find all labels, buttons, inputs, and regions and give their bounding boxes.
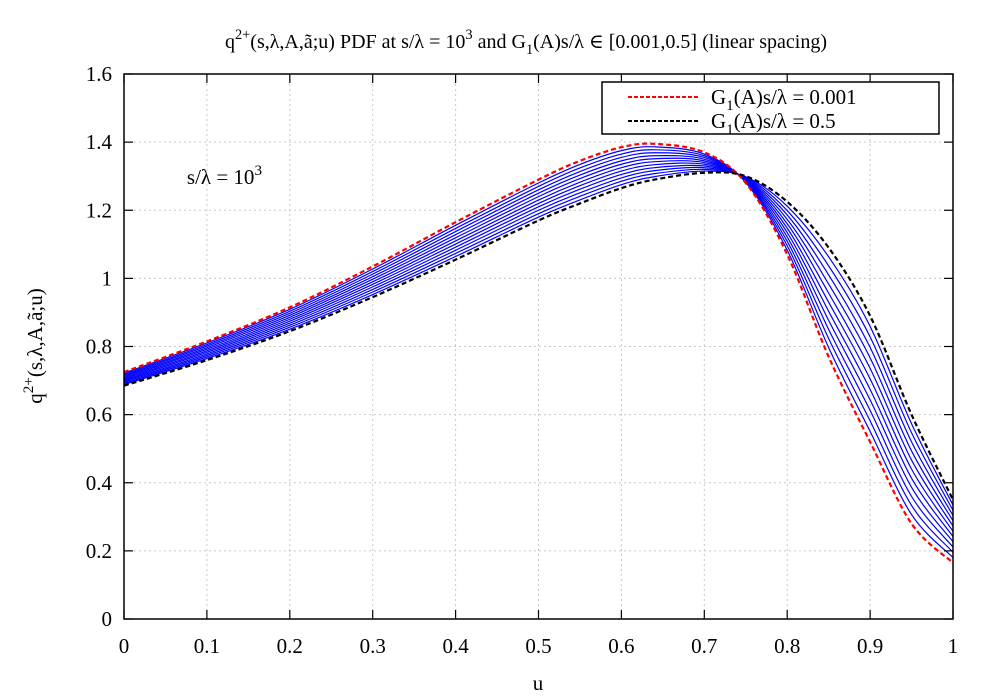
x-tick-label: 0 bbox=[119, 634, 130, 658]
text-part: q bbox=[225, 31, 235, 53]
x-tick-label: 0.3 bbox=[360, 634, 386, 658]
intermediate-curve bbox=[123, 157, 954, 537]
intermediate-curve bbox=[123, 164, 954, 522]
text-part: 3 bbox=[465, 27, 472, 43]
x-tick-label: 0.8 bbox=[774, 634, 800, 658]
text-part: q bbox=[23, 393, 47, 404]
text-part: 3 bbox=[254, 163, 262, 179]
intermediate-curve bbox=[123, 170, 954, 506]
text-part: (s,λ,A,ã;u) PDF at s/λ = 10 bbox=[250, 31, 465, 53]
x-tick-label: 0.6 bbox=[608, 634, 634, 658]
chart-title: q2+(s,λ,A,ã;u) PDF at s/λ = 103 and G1(A… bbox=[225, 27, 827, 58]
intermediate-curve bbox=[123, 160, 954, 532]
text-part: 1 bbox=[726, 122, 734, 138]
text-part: 1 bbox=[526, 42, 533, 58]
text-part: (A)s/λ ∈ [0.001,0.5] (linear spacing) bbox=[533, 31, 827, 53]
text-part: G bbox=[711, 109, 726, 133]
legend-box bbox=[601, 81, 940, 135]
y-tick-label: 0.2 bbox=[86, 539, 112, 563]
intermediate-curve bbox=[123, 154, 954, 543]
intermediate-curve bbox=[123, 152, 954, 548]
legend-label: G1(A)s/λ = 0.001 bbox=[711, 85, 857, 114]
y-tick-label: 1.4 bbox=[86, 130, 113, 154]
x-tick-label: 1 bbox=[948, 634, 959, 658]
x-tick-label: 0.9 bbox=[857, 634, 883, 658]
text-part: 1 bbox=[726, 98, 734, 114]
y-tick-label: 1.2 bbox=[86, 198, 112, 222]
legend-label: G1(A)s/λ = 0.5 bbox=[711, 109, 836, 138]
x-tick-label: 0.4 bbox=[442, 634, 469, 658]
x-tick-label: 0.1 bbox=[194, 634, 220, 658]
y-tick-label: 1 bbox=[102, 266, 113, 290]
text-part: (s,λ,A,ã;u) bbox=[23, 288, 47, 377]
y-tick-label: 0.6 bbox=[86, 403, 112, 427]
x-tick-label: 0.2 bbox=[277, 634, 303, 658]
text-part: 2+ bbox=[21, 377, 37, 393]
text-part: s/λ = 10 bbox=[187, 165, 255, 189]
intermediate-curve bbox=[123, 149, 954, 553]
curves bbox=[123, 142, 954, 564]
y-tick-label: 0 bbox=[102, 607, 113, 631]
annotation-s-lambda: s/λ = 103 bbox=[187, 163, 262, 189]
intermediate-curve bbox=[123, 146, 954, 558]
text-part: G bbox=[711, 85, 726, 109]
intermediate-curve bbox=[123, 168, 954, 511]
y-tick-label: 0.8 bbox=[86, 335, 112, 359]
intermediate-curve bbox=[123, 166, 954, 516]
x-axis-label: u bbox=[533, 671, 544, 695]
y-tick-label: 1.6 bbox=[86, 62, 112, 86]
intermediate-curve bbox=[123, 162, 954, 527]
ticks: 0 0.1 0.2 0.3 0.4 0.5 0.6 0.7 0.8 0.9 1 0 0.2 0.4 0.6 0… bbox=[86, 62, 959, 658]
y-axis-label: q2+(s,λ,A,ã;u) bbox=[21, 288, 47, 404]
x-tick-label: 0.5 bbox=[525, 634, 551, 658]
text-part: and G bbox=[473, 31, 526, 53]
y-tick-label: 0.4 bbox=[86, 471, 113, 495]
text-part: 2+ bbox=[235, 27, 250, 43]
text-part: (A)s/λ = 0.5 bbox=[734, 109, 836, 133]
text-part: (A)s/λ = 0.001 bbox=[734, 85, 857, 109]
series-line-1 bbox=[123, 171, 954, 501]
series-line-0 bbox=[123, 142, 954, 564]
x-tick-label: 0.7 bbox=[691, 634, 717, 658]
